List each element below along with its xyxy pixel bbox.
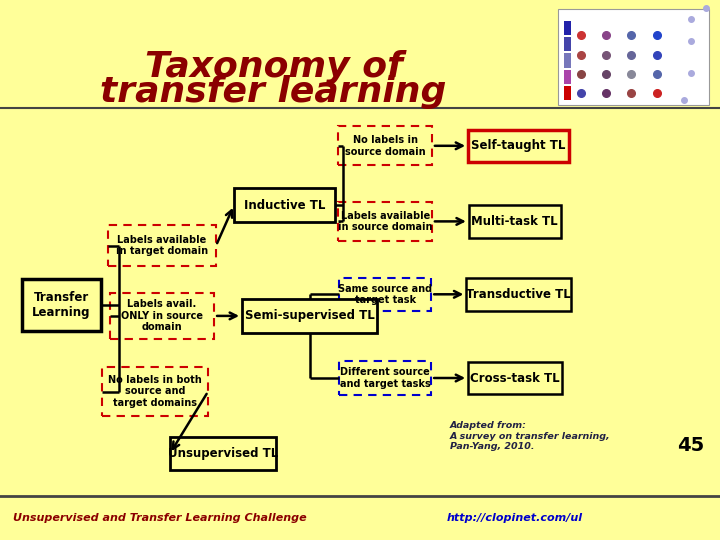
- FancyBboxPatch shape: [468, 130, 569, 162]
- Text: No labels in
source domain: No labels in source domain: [345, 135, 426, 157]
- FancyBboxPatch shape: [564, 86, 571, 100]
- FancyBboxPatch shape: [564, 37, 571, 51]
- FancyBboxPatch shape: [22, 280, 101, 330]
- FancyBboxPatch shape: [242, 299, 377, 333]
- Text: Cross-task TL: Cross-task TL: [470, 372, 559, 384]
- Text: Inductive TL: Inductive TL: [243, 199, 325, 212]
- Text: Taxonomy of: Taxonomy of: [145, 51, 402, 84]
- Text: Same source and
target task: Same source and target task: [338, 284, 432, 305]
- Text: Self-taught TL: Self-taught TL: [471, 139, 566, 152]
- FancyBboxPatch shape: [110, 293, 215, 339]
- Text: No labels in both
source and
target domains: No labels in both source and target doma…: [108, 375, 202, 408]
- Text: Labels avail.
ONLY in source
domain: Labels avail. ONLY in source domain: [121, 299, 203, 333]
- FancyBboxPatch shape: [0, 496, 720, 540]
- FancyBboxPatch shape: [338, 126, 432, 165]
- Text: http://clopinet.com/ul: http://clopinet.com/ul: [446, 514, 582, 523]
- FancyBboxPatch shape: [467, 278, 571, 310]
- FancyBboxPatch shape: [564, 53, 571, 68]
- FancyBboxPatch shape: [108, 226, 216, 266]
- FancyBboxPatch shape: [469, 205, 561, 238]
- Text: Transfer
Learning: Transfer Learning: [32, 291, 91, 319]
- Text: 45: 45: [677, 436, 704, 455]
- FancyBboxPatch shape: [564, 70, 571, 84]
- FancyBboxPatch shape: [170, 437, 276, 470]
- FancyBboxPatch shape: [564, 21, 571, 35]
- FancyBboxPatch shape: [558, 9, 709, 105]
- Text: Labels available
in source domain: Labels available in source domain: [338, 211, 433, 232]
- FancyBboxPatch shape: [339, 361, 431, 395]
- Text: Different source
and target tasks: Different source and target tasks: [340, 367, 431, 389]
- Text: Unsupervised TL: Unsupervised TL: [168, 447, 279, 460]
- Text: Adapted from:
A survey on transfer learning,
Pan-Yang, 2010.: Adapted from: A survey on transfer learn…: [450, 421, 611, 451]
- FancyBboxPatch shape: [339, 278, 431, 311]
- Text: transfer learning: transfer learning: [100, 75, 447, 109]
- Text: Multi-task TL: Multi-task TL: [472, 215, 558, 228]
- FancyBboxPatch shape: [338, 202, 432, 241]
- FancyBboxPatch shape: [234, 188, 335, 222]
- Text: Transductive TL: Transductive TL: [466, 288, 571, 301]
- FancyBboxPatch shape: [468, 362, 562, 394]
- Text: Unsupervised and Transfer Learning Challenge: Unsupervised and Transfer Learning Chall…: [13, 514, 307, 523]
- FancyBboxPatch shape: [102, 367, 208, 416]
- Text: Labels available
in target domain: Labels available in target domain: [116, 235, 208, 256]
- Text: Semi-supervised TL: Semi-supervised TL: [245, 309, 374, 322]
